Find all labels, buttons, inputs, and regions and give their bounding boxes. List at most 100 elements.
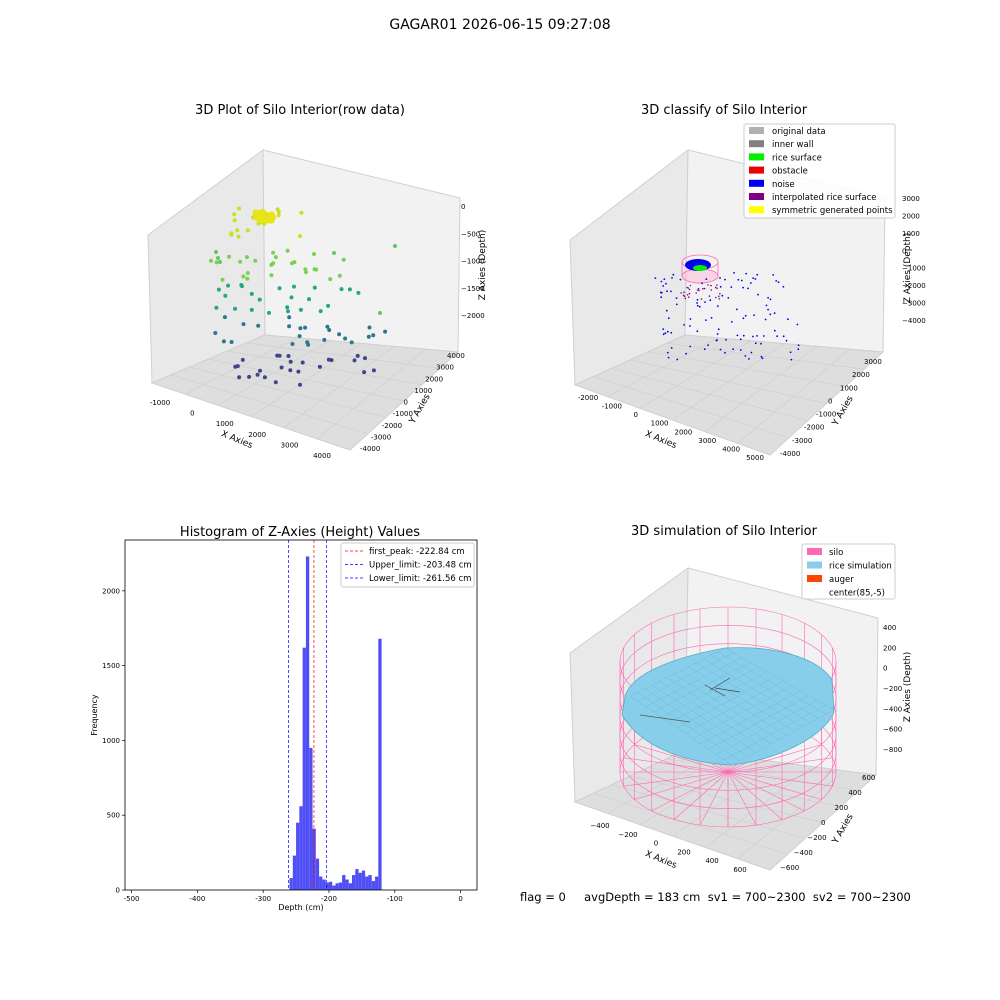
classify-noise-point xyxy=(660,296,663,299)
raw-scatter-point xyxy=(292,284,296,289)
raw-scatter-points xyxy=(209,206,397,387)
classify-noise-point xyxy=(660,280,663,283)
raw-plot-3d[interactable]: -1000 0 1000 2000 3000 4000 -4000 -3000 -2000 -10… xyxy=(0,0,500,500)
raw-scatter-point xyxy=(239,283,244,287)
raw-scatter-point xyxy=(286,309,290,314)
raw-scatter-point xyxy=(327,328,332,332)
raw-scatter-point xyxy=(256,323,261,328)
raw-scatter-point xyxy=(371,368,376,373)
classify-noise-point xyxy=(767,296,769,299)
legend-swatch xyxy=(749,127,764,134)
classify-noise-point xyxy=(716,333,719,335)
raw-scatter-point xyxy=(297,334,302,339)
legend-label: rice surface xyxy=(772,153,822,163)
histogram-legend-label: Lower_limit: -261.56 cm xyxy=(369,574,471,584)
histogram-bar xyxy=(332,885,336,890)
classify-noise-point xyxy=(719,285,722,288)
classify-noise-point xyxy=(662,328,665,330)
raw-scatter-point xyxy=(349,340,354,345)
histogram-axes-frame xyxy=(124,539,478,891)
classify-noise-points xyxy=(654,272,800,361)
histogram-bar xyxy=(328,881,333,890)
classify-rice-point xyxy=(686,294,689,296)
raw-ytick: 0 xyxy=(404,399,408,407)
classify-ytick: -2000 xyxy=(804,424,824,432)
classify-rice-point xyxy=(687,287,690,289)
raw-xtick: 1000 xyxy=(216,420,234,428)
classify-noise-point xyxy=(765,304,768,307)
classify-rice-point xyxy=(715,296,717,299)
classify-noise-point xyxy=(675,303,678,306)
raw-scatter-point xyxy=(296,369,301,374)
classify-noise-point xyxy=(696,302,698,304)
classify-xtick: 1000 xyxy=(651,420,669,428)
classify-noise-point xyxy=(719,277,721,279)
classify-ztick: 0 xyxy=(902,247,906,255)
raw-scatter-point xyxy=(312,285,317,290)
histogram-xtick: -100 xyxy=(387,895,403,903)
classify-noise-point xyxy=(667,317,670,320)
classify-noise-point xyxy=(782,335,785,338)
classify-noise-point xyxy=(689,325,691,327)
histogram-xlabel: Depth (cm) xyxy=(278,903,323,912)
raw-ztick: −2000 xyxy=(461,312,485,320)
histogram-bar xyxy=(342,875,346,890)
raw-scatter-point xyxy=(332,251,336,255)
raw-scatter-point xyxy=(237,206,242,211)
classify-noise-point xyxy=(696,298,699,301)
classify-noise-point xyxy=(730,286,733,288)
legend-label: original data xyxy=(772,127,826,137)
legend-swatch xyxy=(749,140,764,148)
classify-xtick: 5000 xyxy=(746,454,764,462)
histogram-bar xyxy=(325,882,329,890)
classify-ztick: 3000 xyxy=(902,195,920,203)
raw-scatter-point xyxy=(214,305,219,310)
simulation-ztick: −200 xyxy=(883,685,902,693)
raw-scatter-point xyxy=(312,252,316,256)
classify-noise-point xyxy=(721,294,724,297)
classify-noise-point xyxy=(753,314,755,316)
raw-scatter-point xyxy=(277,286,282,291)
classify-xtick: 0 xyxy=(633,411,637,419)
classify-plot-3d[interactable]: -2000 -1000 0 1000 2000 3000 4000 5000 -4000 -300… xyxy=(500,0,1000,500)
simulation-ytick: −400 xyxy=(794,849,813,857)
classify-noise-point xyxy=(796,323,799,326)
figure-title: GAGAR01 2026-06-15 09:27:08 xyxy=(389,17,611,33)
histogram-bar xyxy=(335,883,339,890)
classify-noise-point xyxy=(742,286,744,289)
classify-ytick: 3000 xyxy=(864,358,882,366)
classify-noise-point xyxy=(750,351,753,354)
simulation-xlabel: X Axies xyxy=(643,849,678,871)
classify-noise-point xyxy=(769,313,772,316)
raw-scatter-point xyxy=(236,234,241,239)
raw-scatter-point xyxy=(253,258,258,263)
raw-scatter-point xyxy=(257,297,262,302)
classify-ztick: −3000 xyxy=(902,300,926,308)
classify-noise-point xyxy=(769,298,772,301)
classify-noise-point xyxy=(666,290,668,293)
classify-rice-point xyxy=(710,289,713,291)
simulation-ytick: 0 xyxy=(821,819,825,827)
histogram-xtick: 0 xyxy=(458,895,462,903)
raw-scatter-point xyxy=(241,274,246,279)
raw-scatter-point xyxy=(366,334,371,339)
raw-scatter-point xyxy=(298,234,303,239)
classify-ytick: 1000 xyxy=(840,384,858,392)
raw-scatter-point xyxy=(223,293,228,298)
classify-rice-point xyxy=(716,284,718,286)
raw-scatter-point xyxy=(287,315,292,320)
classify-noise-point xyxy=(670,331,673,334)
raw-ytick: 1000 xyxy=(414,387,432,395)
classify-noise-point xyxy=(764,318,767,321)
classify-noise-point xyxy=(757,293,759,296)
histogram-bar xyxy=(319,876,323,890)
classify-noise-point xyxy=(789,351,792,354)
raw-scatter-point xyxy=(267,310,271,315)
raw-ztick: −1000 xyxy=(461,258,485,266)
classify-noise-point xyxy=(703,348,706,351)
status-footer: flag = 0 avgDepth = 183 cm sv1 = 700~230… xyxy=(520,890,911,904)
classify-silo-cylinder xyxy=(681,254,719,284)
raw-scatter-point xyxy=(221,339,226,344)
legend-swatch xyxy=(749,193,764,200)
